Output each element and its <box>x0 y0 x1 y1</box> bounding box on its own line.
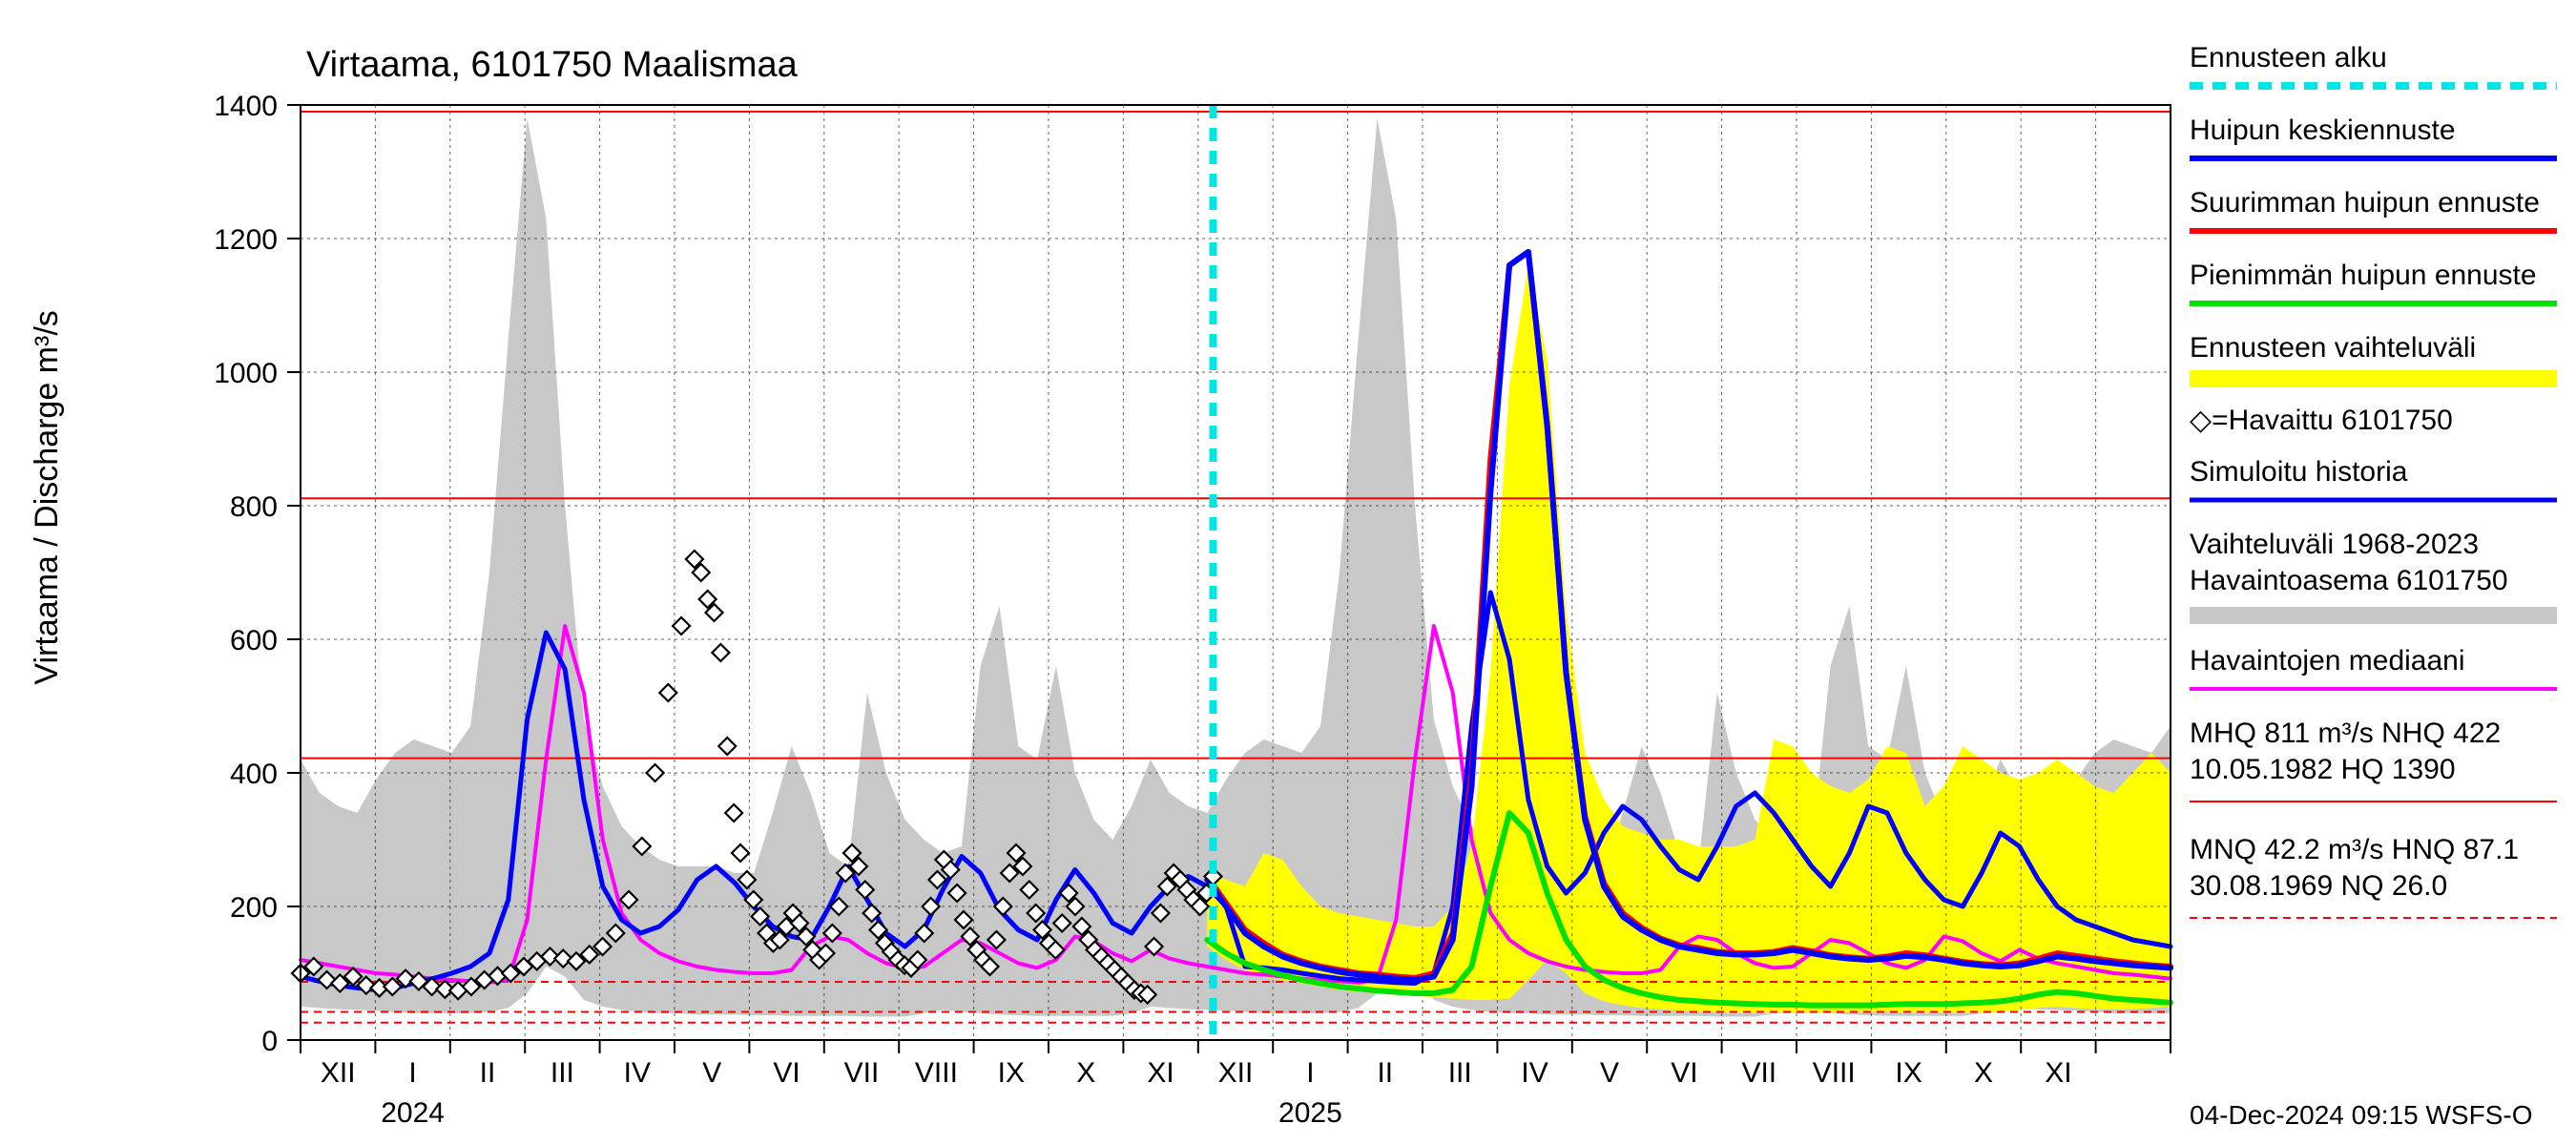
svg-text:Havaintoasema 6101750: Havaintoasema 6101750 <box>2190 565 2508 596</box>
svg-text:Vaihteluväli 1968-2023: Vaihteluväli 1968-2023 <box>2190 529 2479 560</box>
x-month-label: XII <box>1218 1057 1254 1089</box>
svg-text:Ennusteen alku: Ennusteen alku <box>2190 42 2387 73</box>
x-month-label: VII <box>844 1057 880 1089</box>
svg-text:Simuloitu historia: Simuloitu historia <box>2190 456 2408 488</box>
x-month-label: VIII <box>915 1057 958 1089</box>
y-tick-label: 800 <box>230 491 278 523</box>
x-year-label: 2024 <box>381 1097 445 1129</box>
x-month-label: V <box>702 1057 721 1089</box>
discharge-forecast-chart: 0200400600800100012001400XIIIIIIIIIVVVIV… <box>0 0 2576 1145</box>
x-month-label: I <box>1306 1057 1314 1089</box>
chart-svg: 0200400600800100012001400XIIIIIIIIIVVVIV… <box>0 0 2576 1145</box>
x-month-label: V <box>1600 1057 1619 1089</box>
y-tick-label: 1200 <box>214 224 278 256</box>
y-tick-label: 1000 <box>214 358 278 389</box>
x-month-label: XI <box>1147 1057 1174 1089</box>
x-month-label: II <box>1377 1057 1393 1089</box>
x-month-label: IV <box>624 1057 651 1089</box>
x-month-label: II <box>480 1057 496 1089</box>
svg-text:10.05.1982 HQ 1390: 10.05.1982 HQ 1390 <box>2190 754 2456 785</box>
x-year-label: 2025 <box>1278 1097 1342 1129</box>
x-month-label: IV <box>1521 1057 1548 1089</box>
y-axis-label: Virtaama / Discharge m³/s <box>29 310 65 684</box>
legend-item: ◇=Havaittu 6101750 <box>2190 405 2453 436</box>
x-month-label: IX <box>998 1057 1025 1089</box>
y-tick-label: 0 <box>261 1026 278 1057</box>
x-month-label: XI <box>2045 1057 2071 1089</box>
x-month-label: VIII <box>1813 1057 1856 1089</box>
y-tick-label: 200 <box>230 892 278 924</box>
x-month-label: III <box>551 1057 574 1089</box>
x-month-label: X <box>1974 1057 1993 1089</box>
y-tick-label: 600 <box>230 625 278 656</box>
x-month-label: VI <box>773 1057 800 1089</box>
svg-text:Havaintojen mediaani: Havaintojen mediaani <box>2190 645 2465 677</box>
svg-text:Pienimmän huipun ennuste: Pienimmän huipun ennuste <box>2190 260 2537 291</box>
svg-text:Ennusteen vaihteluväli: Ennusteen vaihteluväli <box>2190 332 2476 364</box>
x-month-label: XII <box>321 1057 356 1089</box>
y-tick-label: 1400 <box>214 91 278 122</box>
svg-text:◇=Havaittu 6101750: ◇=Havaittu 6101750 <box>2190 405 2453 436</box>
x-month-label: III <box>1448 1057 1472 1089</box>
x-month-label: IX <box>1895 1057 1922 1089</box>
x-month-label: I <box>408 1057 416 1089</box>
svg-text:Suurimman huipun ennuste: Suurimman huipun ennuste <box>2190 187 2540 219</box>
x-month-label: VI <box>1671 1057 1697 1089</box>
x-month-label: X <box>1076 1057 1095 1089</box>
svg-text:MHQ 811 m³/s NHQ 422: MHQ 811 m³/s NHQ 422 <box>2190 718 2501 749</box>
svg-text:30.08.1969 NQ 26.0: 30.08.1969 NQ 26.0 <box>2190 870 2447 902</box>
chart-footer: 04-Dec-2024 09:15 WSFS-O <box>2190 1100 2533 1130</box>
svg-text:Huipun keskiennuste: Huipun keskiennuste <box>2190 114 2456 146</box>
svg-text:MNQ 42.2 m³/s HNQ 87.1: MNQ 42.2 m³/s HNQ 87.1 <box>2190 834 2519 865</box>
x-month-label: VII <box>1741 1057 1776 1089</box>
y-tick-label: 400 <box>230 759 278 790</box>
chart-title: Virtaama, 6101750 Maalismaa <box>306 45 799 85</box>
